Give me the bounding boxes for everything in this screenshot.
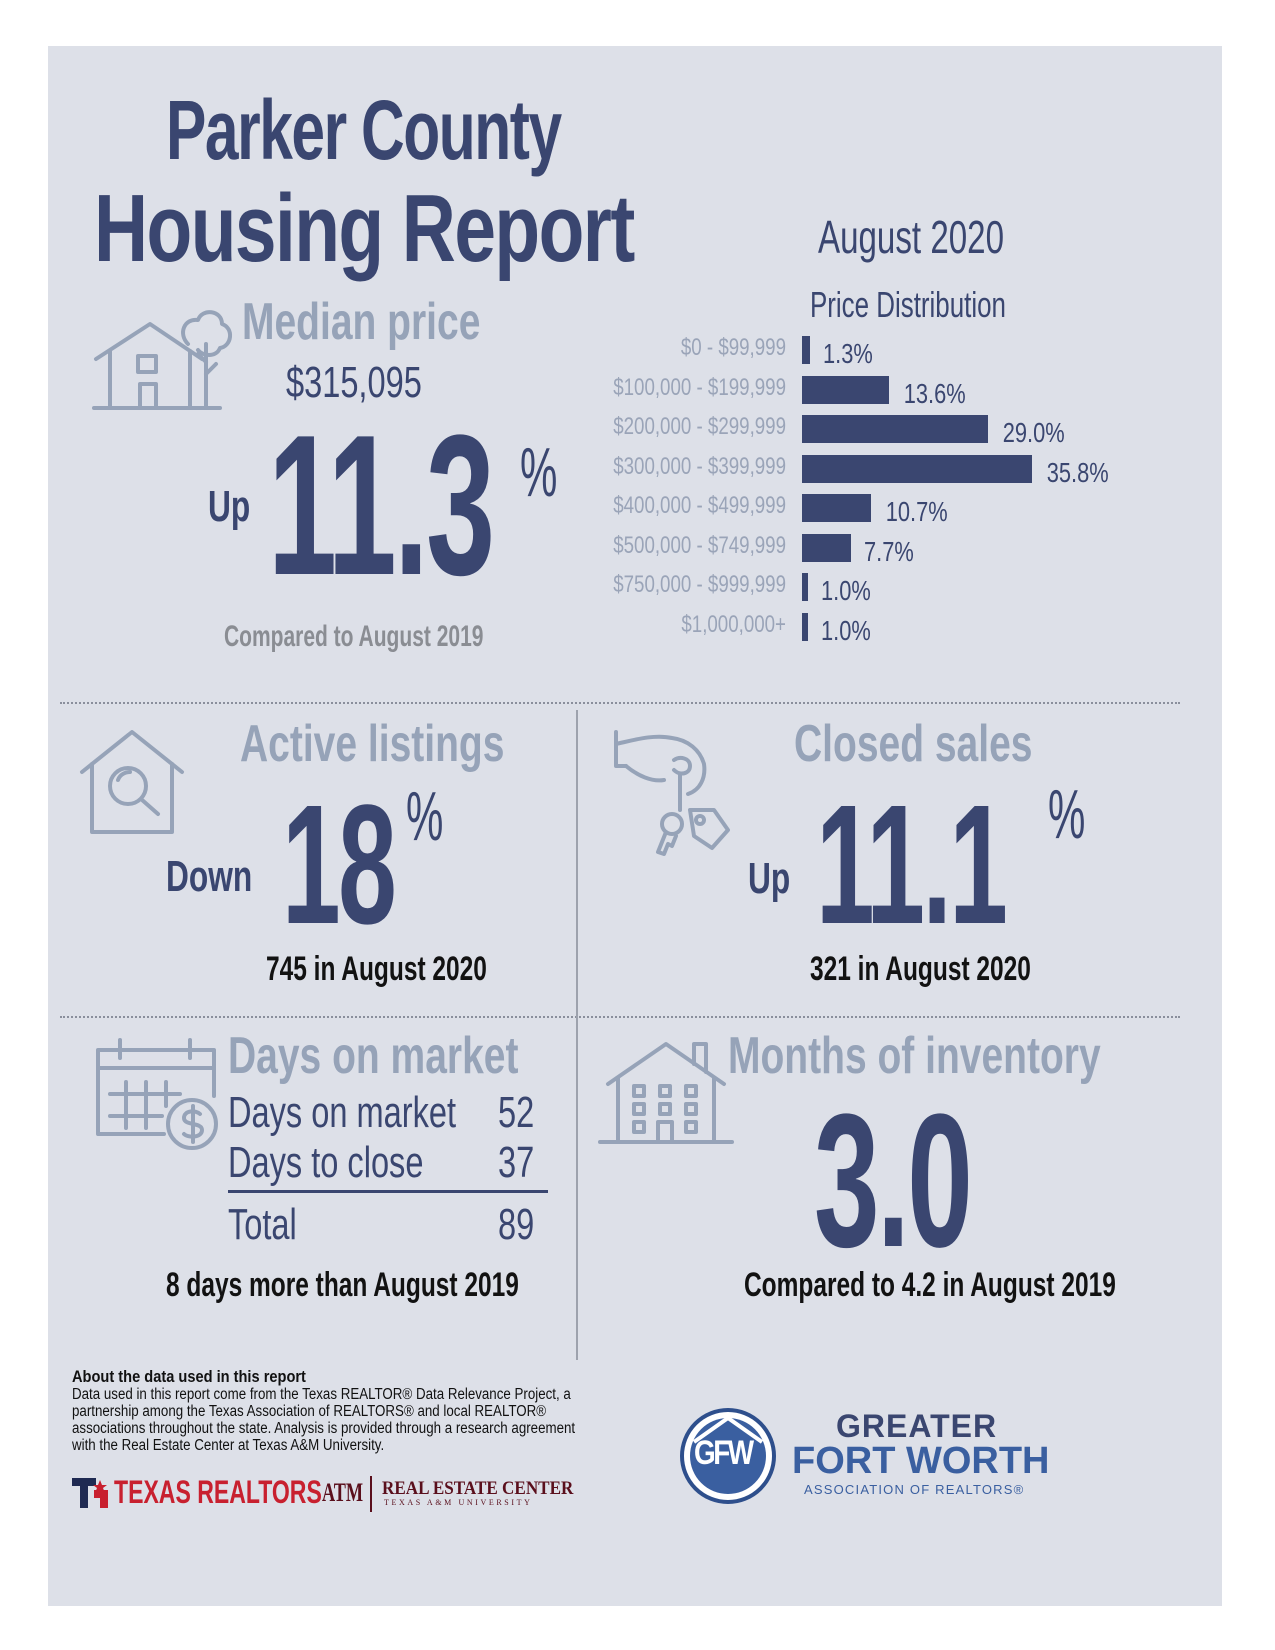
price-bar-value: 35.8% — [1046, 456, 1109, 488]
house-search-icon — [80, 730, 184, 834]
price-range-label: $400,000 - $499,999 — [613, 492, 786, 519]
closed-sales-change: 11.1 — [816, 770, 1008, 960]
report-period: August 2020 — [818, 211, 1004, 263]
price-range-label: $300,000 - $399,999 — [613, 452, 786, 480]
months-inventory-detail: Compared to 4.2 in August 2019 — [744, 1266, 1116, 1304]
price-bar — [802, 454, 1032, 483]
active-listings-percent-sign: % — [406, 777, 444, 855]
price-bar-value: 1.0% — [821, 575, 872, 606]
dom-row-value-2: 37 — [498, 1138, 535, 1187]
dom-total-rule — [228, 1190, 548, 1193]
gfw-line-1: GREATER — [836, 1408, 998, 1444]
median-price-comparison: Compared to August 2019 — [224, 620, 484, 653]
price-range-label: $750,000 - $999,999 — [613, 571, 786, 598]
title-line-2: Housing Report — [94, 175, 635, 282]
median-price-heading: Median price — [242, 293, 481, 351]
median-price-percent-sign: % — [520, 433, 558, 511]
price-distribution-chart: $0 - $99,999 1.3% $100,000 - $199,999 13.6%… — [48, 46, 1222, 666]
price-bar — [802, 573, 809, 601]
days-on-market-heading: Days on market — [228, 1027, 519, 1085]
price-bar-value: 7.7% — [864, 535, 915, 567]
price-bar-value: 10.7% — [885, 496, 948, 527]
active-listings-change: 18 — [282, 770, 397, 960]
dom-row-value-1: 52 — [498, 1088, 535, 1137]
dom-row-label-2: Days to close — [228, 1138, 424, 1187]
texas-realtors-logo: TEXAS REALTORS — [114, 1474, 322, 1510]
divider-vertical — [576, 710, 578, 1360]
gfw-line-2: FORT WORTH — [792, 1440, 1050, 1482]
report-panel: Parker County Housing Report August 2020… — [48, 46, 1222, 1606]
active-listings-detail: 745 in August 2020 — [266, 950, 487, 988]
divider-top — [60, 702, 1180, 704]
price-bar — [802, 612, 809, 641]
price-distribution-heading: Price Distribution — [810, 284, 1006, 325]
price-range-label: $0 - $99,999 — [680, 334, 786, 361]
active-listings-heading: Active listings — [240, 715, 505, 773]
hand-keys-icon — [614, 730, 730, 856]
median-price-change: 11.3 — [268, 394, 495, 617]
active-listings-direction: Down — [166, 852, 253, 901]
price-range-label: $200,000 - $299,999 — [613, 413, 786, 440]
price-bar — [802, 533, 852, 562]
about-line-2: partnership among the Texas Association … — [72, 1403, 547, 1420]
gfw-emblem-icon — [680, 1408, 776, 1504]
about-heading: About the data used in this report — [72, 1367, 306, 1386]
rec-logo-sub: TEXAS A&M UNIVERSITY — [384, 1498, 533, 1507]
closed-sales-direction: Up — [748, 854, 791, 903]
closed-sales-detail: 321 in August 2020 — [810, 950, 1031, 988]
about-line-4: with the Real Estate Center at Texas A&M… — [72, 1437, 385, 1454]
calendar-dollar-icon — [96, 1038, 218, 1150]
price-range-label: $500,000 - $749,999 — [613, 531, 786, 559]
dom-total-label: Total — [228, 1200, 297, 1249]
about-line-1: Data used in this report come from the T… — [72, 1386, 571, 1403]
price-bar-value: 1.0% — [821, 614, 872, 646]
about-line-3: associations throughout the state. Analy… — [72, 1420, 576, 1437]
days-on-market-detail: 8 days more than August 2019 — [166, 1266, 519, 1304]
dom-total-value: 89 — [498, 1200, 535, 1249]
price-bar-value: 29.0% — [1003, 417, 1065, 448]
price-bar — [802, 494, 871, 522]
price-bar — [802, 336, 811, 364]
gfw-monogram: GFW — [694, 1434, 754, 1472]
months-inventory-value: 3.0 — [814, 1075, 973, 1287]
rec-logo-main: REAL ESTATE CENTER — [382, 1478, 574, 1499]
gfw-line-3: ASSOCIATION OF REALTORS® — [804, 1482, 1025, 1497]
atm-mark: ATM — [322, 1478, 364, 1507]
price-range-label: $1,000,000+ — [681, 610, 786, 638]
median-price-value: $315,095 — [286, 358, 422, 407]
rec-divider — [370, 1476, 372, 1512]
apartment-building-icon — [598, 1042, 734, 1144]
dom-row-label-1: Days on market — [228, 1088, 457, 1137]
texas-realtors-star-icon — [72, 1478, 108, 1508]
about-data-block: About the data used in this report Data … — [72, 1368, 575, 1454]
divider-middle — [60, 1016, 1180, 1018]
price-bar — [802, 375, 890, 404]
price-bar — [802, 415, 989, 443]
price-bar-value: 13.6% — [904, 377, 967, 409]
closed-sales-heading: Closed sales — [794, 715, 1033, 773]
price-bar-value: 1.3% — [823, 338, 874, 369]
closed-sales-percent-sign: % — [1048, 775, 1086, 853]
months-inventory-heading: Months of inventory — [728, 1027, 1101, 1085]
price-range-label: $100,000 - $199,999 — [613, 373, 786, 401]
median-price-direction: Up — [208, 482, 251, 531]
title-line-1: Parker County — [166, 83, 562, 177]
house-with-tree-icon — [92, 310, 232, 410]
